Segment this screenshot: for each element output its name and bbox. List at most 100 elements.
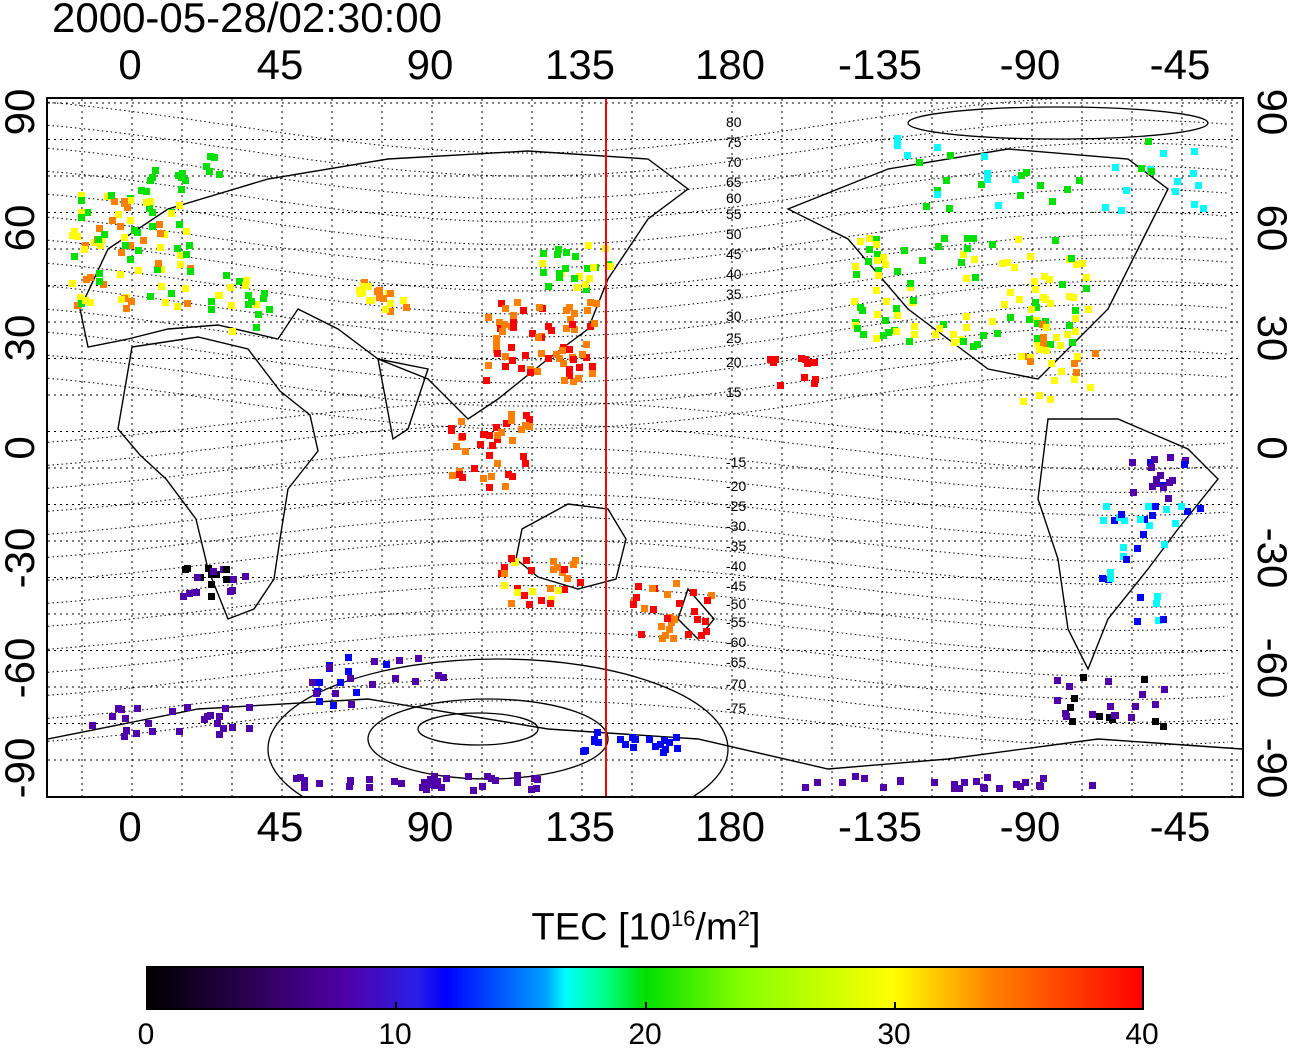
tec-point	[229, 724, 236, 731]
mlat-contour	[48, 372, 1229, 430]
tec-point	[1154, 593, 1161, 600]
tec-point	[431, 782, 438, 789]
tec-point	[69, 232, 76, 239]
tec-point	[1137, 516, 1144, 523]
tec-point	[121, 733, 128, 740]
tec-point	[246, 725, 253, 732]
tec-point	[174, 303, 181, 310]
tec-point	[1083, 285, 1090, 292]
tec-point	[526, 601, 533, 608]
tec-point	[882, 317, 889, 324]
tec-point	[1066, 293, 1073, 300]
tec-point	[348, 701, 355, 708]
tec-point	[514, 299, 521, 306]
tec-point	[999, 260, 1006, 267]
tec-point	[1053, 334, 1060, 341]
mlat-contour	[48, 401, 1229, 447]
tec-point	[486, 484, 493, 491]
tec-point	[1043, 347, 1050, 354]
tec-point	[980, 332, 987, 339]
plot-title: 2000-05-28/02:30:00	[52, 0, 442, 41]
right-lat-tick-60: 60	[1249, 204, 1292, 252]
tec-point	[1085, 306, 1092, 313]
mlat-contour	[48, 677, 1229, 723]
tec-point	[168, 210, 175, 217]
tec-point	[462, 448, 469, 455]
tec-point	[866, 235, 873, 242]
tec-point	[208, 298, 215, 305]
tec-point	[514, 589, 521, 596]
tec-point	[138, 187, 145, 194]
tec-point	[1036, 392, 1043, 399]
tec-point	[155, 260, 162, 267]
cb-mark-20	[645, 1002, 647, 1010]
tec-point	[556, 274, 563, 281]
tec-point	[488, 775, 495, 782]
tec-point	[518, 426, 525, 433]
tec-point	[1001, 301, 1008, 308]
coastlines	[48, 148, 1242, 770]
tec-point	[873, 236, 880, 243]
tec-point	[121, 234, 128, 241]
tec-point	[1109, 716, 1116, 723]
tec-point	[162, 299, 169, 306]
tec-point	[572, 253, 579, 260]
tec-point	[673, 580, 680, 587]
tec-point	[184, 300, 191, 307]
tec-point	[87, 274, 94, 281]
tec-point	[337, 679, 344, 686]
tec-point	[866, 246, 873, 253]
tec-point	[101, 231, 108, 238]
tec-point	[391, 778, 398, 785]
tec-point	[951, 781, 958, 788]
tec-point	[703, 628, 710, 635]
tec-point	[261, 290, 268, 297]
tec-map[interactable]: 80 75 70 65 60 55 50 45 40 35 30 25 20 15 -15 -20 -25 -30…	[46, 97, 1244, 798]
tec-point	[230, 576, 237, 583]
tec-point	[691, 608, 698, 615]
tec-point	[146, 205, 153, 212]
mlat-contour	[48, 585, 1229, 631]
contour-label: -30	[726, 518, 746, 534]
tec-point	[570, 561, 577, 568]
tec-point	[652, 743, 659, 750]
tec-point	[1112, 164, 1119, 171]
tec-point	[1032, 299, 1039, 306]
tec-point	[1165, 495, 1172, 502]
tec-point	[316, 679, 323, 686]
coast-india	[377, 358, 429, 441]
tec-point	[1051, 377, 1058, 384]
tec-point	[587, 299, 594, 306]
tec-point	[875, 267, 882, 274]
tec-point	[187, 268, 194, 275]
tec-point	[1040, 334, 1047, 341]
tec-point	[365, 283, 372, 290]
tec-point	[650, 606, 657, 613]
right-lat-tick-m90: -90	[1249, 737, 1292, 799]
tec-point	[193, 589, 200, 596]
tec-point	[223, 566, 230, 573]
tec-point	[1141, 676, 1148, 683]
tec-point	[453, 443, 460, 450]
tec-point	[595, 739, 602, 746]
tec-point	[594, 729, 601, 736]
tec-point	[242, 573, 249, 580]
contour-label: -65	[726, 654, 746, 670]
tec-point	[387, 308, 394, 315]
tec-point	[223, 272, 230, 279]
mlat-contour	[48, 188, 1229, 246]
tec-point	[117, 223, 124, 230]
tec-point	[1032, 286, 1039, 293]
tec-point	[676, 600, 683, 607]
tec-point	[177, 252, 184, 259]
colorbar-tick-30: 30	[877, 1018, 911, 1051]
tec-point	[69, 280, 76, 287]
tec-point	[1013, 781, 1020, 788]
tec-point	[176, 221, 183, 228]
tec-point	[1191, 201, 1198, 208]
tec-point	[547, 585, 554, 592]
tec-point	[1067, 704, 1074, 711]
tec-point	[158, 283, 165, 290]
right-lat-tick-0: 0	[1249, 436, 1292, 460]
tec-point	[1018, 172, 1025, 179]
